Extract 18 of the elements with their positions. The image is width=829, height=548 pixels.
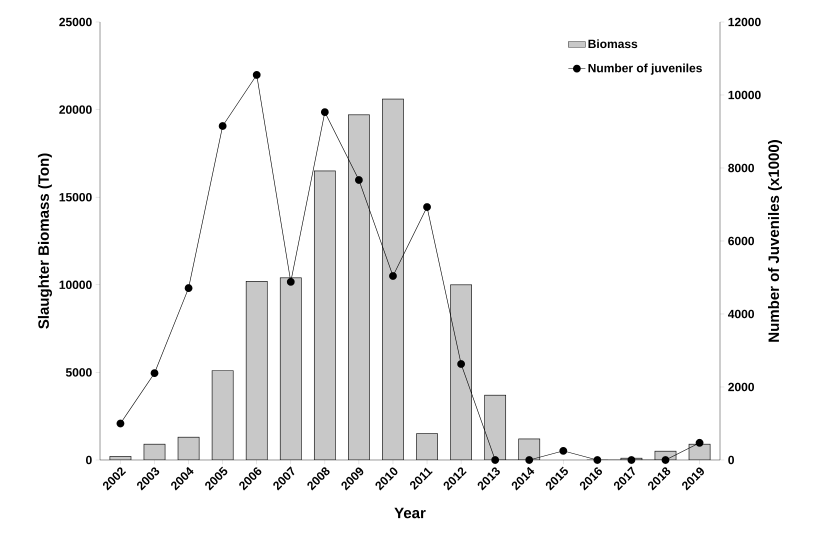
y2-tick-label: 12000 xyxy=(728,18,761,26)
legend-label: Biomass xyxy=(588,39,638,48)
y2-tick-label: 2000 xyxy=(728,382,754,392)
y-tick-label: 0 xyxy=(86,456,92,464)
y-axis-title: Slaughter Biomass (Ton) xyxy=(38,154,52,329)
y2-axis-title: Number of Juveniles (x1000) xyxy=(768,140,782,342)
y-tick-label: 25000 xyxy=(59,18,92,26)
y2-tick-label: 8000 xyxy=(728,164,754,172)
x-axis-title: Year xyxy=(394,508,426,518)
y2-tick-label: 6000 xyxy=(728,236,754,246)
y-tick-label: 15000 xyxy=(60,192,92,202)
y2-tick-label: 10000 xyxy=(728,90,761,100)
legend-label: Number of juveniles xyxy=(588,64,702,75)
y2-tick-label: 4000 xyxy=(728,310,754,318)
y2-tick-label: 0 xyxy=(728,456,734,464)
y-tick-label: 5000 xyxy=(66,368,92,377)
y-tick-label: 10000 xyxy=(60,280,92,290)
y-tick-label: 20000 xyxy=(59,105,92,114)
